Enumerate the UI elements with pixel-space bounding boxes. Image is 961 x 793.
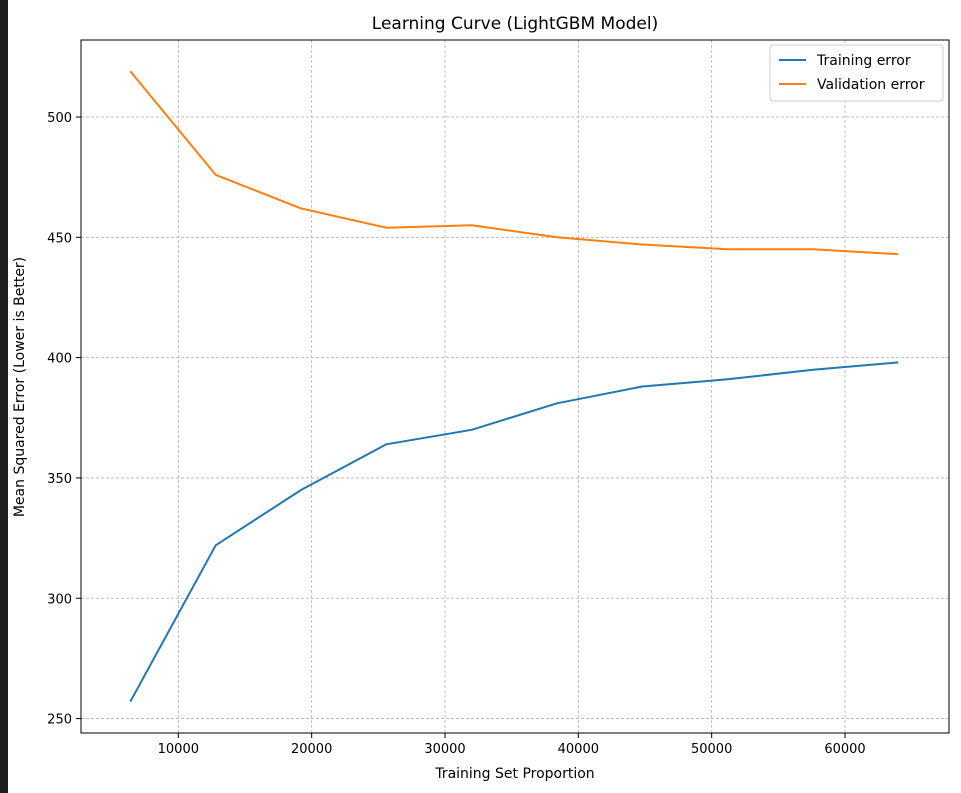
plot-area-border xyxy=(80,39,950,734)
y-tick-label: 500 xyxy=(47,111,72,126)
y-axis-label: Mean Squared Error (Lower is Better) xyxy=(12,257,28,517)
x-tick-label: 60000 xyxy=(824,742,865,757)
y-tick-label: 400 xyxy=(47,352,72,367)
x-axis-label: Training Set Proportion xyxy=(434,766,594,782)
grid-layer xyxy=(81,40,949,733)
x-tick-label: 20000 xyxy=(291,742,332,757)
chart-title: Learning Curve (LightGBM Model) xyxy=(372,14,658,34)
legend-box xyxy=(769,44,944,102)
x-tick-label: 50000 xyxy=(691,742,732,757)
y-tick-label: 350 xyxy=(47,472,72,487)
learning-curve-chart: Learning Curve (LightGBM Model) 10000 200… xyxy=(12,14,950,782)
y-tick-label: 250 xyxy=(47,713,72,728)
line-layer xyxy=(129,70,899,703)
chart-frame: Learning Curve (LightGBM Model) 10000 200… xyxy=(8,0,961,793)
series-line-validation-error xyxy=(129,70,899,256)
series-line-training-error xyxy=(129,361,899,703)
legend-label-validation-error: Validation error xyxy=(817,77,925,93)
y-tick-label: 450 xyxy=(47,231,72,246)
x-tick-label: 10000 xyxy=(158,742,199,757)
legend: Training error Validation error xyxy=(769,44,944,102)
y-tick-label: 300 xyxy=(47,592,72,607)
tick-layer: 10000 20000 30000 40000 50000 60000 250 300 350 4… xyxy=(47,111,866,757)
legend-label-training-error: Training error xyxy=(816,53,911,69)
x-tick-label: 30000 xyxy=(424,742,465,757)
x-tick-label: 40000 xyxy=(558,742,599,757)
